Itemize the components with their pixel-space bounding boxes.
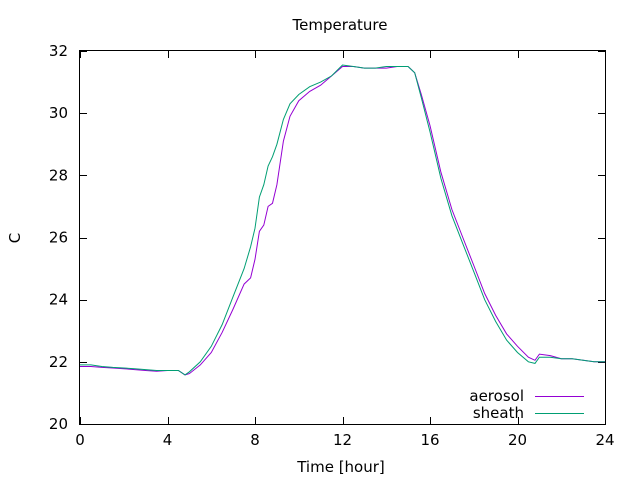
x-axis-label: Time [hour]	[296, 458, 385, 476]
series-lines	[80, 64, 605, 376]
x-tick-label: 12	[333, 431, 352, 449]
x-tick-label: 8	[250, 431, 260, 449]
y-tick-label: 22	[49, 353, 68, 371]
legend-label-aerosol: aerosol	[469, 387, 524, 405]
y-axis-label: C	[6, 233, 24, 243]
x-tick-label: 20	[508, 431, 527, 449]
y-tick-label: 20	[49, 415, 68, 433]
series-line-sheath	[80, 64, 605, 376]
series-line-aerosol	[80, 66, 605, 376]
x-tick-label: 0	[75, 431, 85, 449]
x-tick-label: 16	[420, 431, 439, 449]
axis-ticks: 0 4 8 12 16 20 24 20 22 24 26 28 30 32	[49, 42, 615, 449]
x-tick-label: 24	[595, 431, 614, 449]
y-tick-label: 28	[49, 166, 68, 184]
y-tick-label: 24	[49, 291, 68, 309]
plot-frame	[79, 50, 606, 425]
chart-title: Temperature	[291, 16, 387, 34]
y-tick-label: 26	[49, 229, 68, 247]
x-tick-label: 4	[163, 431, 173, 449]
y-tick-label: 32	[49, 42, 68, 60]
legend-label-sheath: sheath	[473, 404, 524, 422]
y-tick-label: 30	[49, 104, 68, 122]
